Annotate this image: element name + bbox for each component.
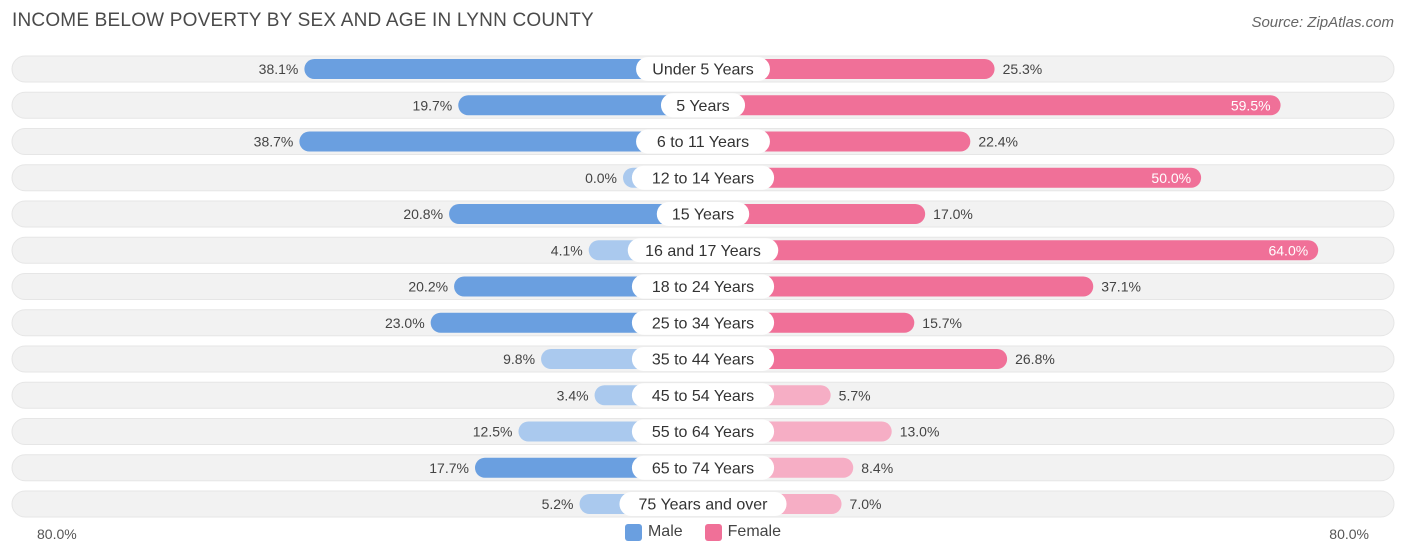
value-label-female: 15.7%: [922, 315, 962, 331]
category-pill: [631, 165, 775, 190]
legend-label-female: Female: [727, 523, 782, 540]
value-label-male: 12.5%: [473, 424, 513, 440]
value-label-male: 5.2%: [542, 496, 574, 512]
source-label: Source: ZipAtlas.com: [1251, 14, 1394, 31]
category-label: 12 to 14 Years: [652, 170, 754, 187]
bar-male: [304, 59, 703, 79]
row-2: 38.7% 22.4% 6 to 11 Years: [11, 128, 1395, 155]
category-label: 35 to 44 Years: [652, 352, 754, 369]
category-pill: [627, 238, 779, 263]
axis-label-right: 80.0%: [1329, 526, 1369, 542]
value-label-male: 4.1%: [551, 242, 583, 258]
value-label-female: 37.1%: [1101, 279, 1141, 295]
category-label: 65 to 74 Years: [652, 460, 754, 477]
value-label-female: 22.4%: [978, 134, 1018, 150]
value-label-female: 17.0%: [933, 206, 973, 222]
legend-label-male: Male: [647, 523, 683, 540]
category-pill: [631, 274, 775, 299]
bar-female: [703, 349, 1008, 369]
category-label: Under 5 Years: [652, 62, 753, 79]
category-label: 55 to 64 Years: [652, 424, 754, 441]
value-label-male: 23.0%: [385, 315, 425, 331]
chart-title: INCOME BELOW POVERTY BY SEX AND AGE IN L…: [12, 10, 594, 31]
bar-female: [703, 131, 971, 152]
category-pill: [660, 93, 746, 118]
bar-male: [299, 131, 703, 152]
bar-female: [703, 240, 1319, 261]
bar-female: [703, 167, 1202, 188]
value-label-female: 50.0%: [1151, 170, 1191, 186]
row-6: 20.2% 37.1% 18 to 24 Years: [11, 273, 1395, 300]
value-label-female: 26.8%: [1015, 351, 1055, 367]
category-pill: [631, 455, 775, 480]
row-4: 20.8% 17.0% 15 Years: [11, 200, 1395, 228]
row-11: 17.7% 8.4% 65 to 74 Years: [11, 454, 1395, 482]
value-label-female: 59.5%: [1231, 97, 1271, 113]
row-12: 5.2% 7.0% 75 Years and over: [11, 490, 1395, 518]
axis-label-left: 80.0%: [37, 526, 77, 542]
bar-female: [703, 204, 926, 224]
bar-female: [703, 95, 1281, 116]
legend-swatch-female: [704, 523, 722, 541]
legend: Male Female: [0, 523, 1406, 541]
category-label: 5 Years: [676, 98, 729, 115]
value-label-male: 19.7%: [413, 97, 453, 113]
category-label: 45 to 54 Years: [652, 388, 754, 405]
legend-item-male[interactable]: Male: [624, 523, 683, 541]
value-label-male: 17.7%: [429, 460, 469, 476]
category-pill: [631, 383, 775, 408]
value-label-female: 7.0%: [850, 496, 882, 512]
value-label-male: 38.7%: [254, 134, 294, 150]
row-8: 9.8% 26.8% 35 to 44 Years: [11, 345, 1395, 373]
category-pill: [631, 310, 775, 335]
value-label-male: 20.8%: [403, 206, 443, 222]
row-3: 0.0% 50.0% 12 to 14 Years: [11, 164, 1395, 192]
category-pill: [631, 419, 775, 444]
category-label: 25 to 34 Years: [652, 315, 754, 332]
category-label: 16 and 17 Years: [645, 243, 761, 260]
value-label-male: 0.0%: [585, 170, 617, 186]
row-0: 38.1% 25.3% Under 5 Years: [11, 55, 1395, 83]
category-label: 75 Years and over: [639, 497, 769, 514]
value-label-female: 64.0%: [1268, 242, 1308, 258]
category-pill: [636, 129, 770, 154]
bar-female: [703, 59, 995, 79]
legend-swatch-male: [624, 523, 642, 541]
value-label-female: 13.0%: [900, 424, 940, 440]
category-label: 18 to 24 Years: [652, 279, 754, 296]
value-label-female: 25.3%: [1003, 61, 1043, 77]
category-pill: [631, 347, 775, 371]
row-10: 12.5% 13.0% 55 to 64 Years: [11, 418, 1395, 445]
value-label-female: 8.4%: [861, 460, 893, 476]
row-5: 4.1% 64.0% 16 and 17 Years: [11, 236, 1395, 264]
category-pill: [636, 57, 770, 81]
row-7: 23.0% 15.7% 25 to 34 Years: [11, 309, 1395, 337]
category-label: 15 Years: [672, 207, 734, 224]
category-pill: [619, 492, 787, 516]
value-label-female: 5.7%: [839, 387, 871, 403]
category-label: 6 to 11 Years: [657, 134, 749, 151]
legend-item-female[interactable]: Female: [704, 523, 782, 541]
row-9: 3.4% 5.7% 45 to 54 Years: [11, 381, 1395, 409]
bar-male: [458, 95, 703, 116]
value-label-male: 38.1%: [259, 61, 299, 77]
category-pill: [656, 202, 750, 226]
bar-male: [449, 204, 703, 224]
bar-female: [703, 276, 1094, 297]
value-label-male: 9.8%: [503, 351, 535, 367]
value-label-male: 3.4%: [557, 387, 589, 403]
value-label-male: 20.2%: [408, 279, 448, 295]
row-1: 19.7% 59.5% 5 Years: [11, 91, 1395, 119]
chart-svg: 38.1% 25.3% Under 5 Years 19.7% 59.5% 5 Years…: [11, 55, 1395, 518]
